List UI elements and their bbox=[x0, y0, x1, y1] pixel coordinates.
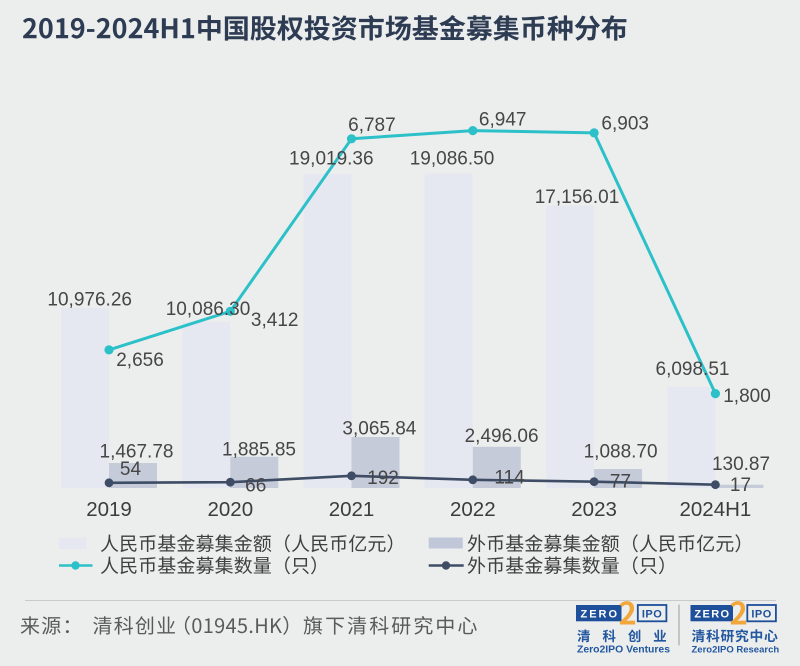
svg-text:114: 114 bbox=[494, 468, 525, 489]
svg-text:2024H1: 2024H1 bbox=[679, 498, 751, 521]
svg-text:ZERO: ZERO bbox=[694, 609, 730, 621]
svg-text:1,088.70: 1,088.70 bbox=[584, 441, 658, 462]
svg-text:192: 192 bbox=[367, 468, 399, 489]
svg-text:6,787: 6,787 bbox=[348, 115, 396, 136]
svg-text:2022: 2022 bbox=[450, 498, 496, 521]
svg-text:2019: 2019 bbox=[86, 498, 132, 521]
svg-text:IPO: IPO bbox=[751, 609, 771, 621]
svg-text:IPO: IPO bbox=[642, 609, 662, 621]
svg-text:2020: 2020 bbox=[207, 498, 253, 521]
svg-text:54: 54 bbox=[120, 459, 142, 480]
svg-text:10,086.30: 10,086.30 bbox=[166, 299, 251, 320]
svg-text:19,086.50: 19,086.50 bbox=[410, 149, 495, 170]
svg-text:130.87: 130.87 bbox=[712, 454, 770, 475]
svg-text:2,496.06: 2,496.06 bbox=[465, 426, 539, 447]
svg-text:3,412: 3,412 bbox=[251, 310, 299, 331]
svg-text:17: 17 bbox=[730, 475, 751, 496]
svg-text:1,885.85: 1,885.85 bbox=[222, 440, 296, 461]
svg-text:6,903: 6,903 bbox=[601, 114, 649, 135]
svg-text:2023: 2023 bbox=[571, 498, 617, 521]
svg-text:2,656: 2,656 bbox=[116, 350, 164, 371]
svg-text:10,976.26: 10,976.26 bbox=[47, 290, 132, 311]
svg-text:17,156.01: 17,156.01 bbox=[535, 187, 620, 208]
svg-text:77: 77 bbox=[610, 472, 631, 493]
svg-text:66: 66 bbox=[245, 475, 266, 496]
svg-text:3,065.84: 3,065.84 bbox=[342, 419, 416, 440]
svg-text:ZERO: ZERO bbox=[580, 609, 619, 621]
svg-text:Zero2IPO Research: Zero2IPO Research bbox=[692, 645, 780, 656]
svg-text:Zero2IPO Ventures: Zero2IPO Ventures bbox=[577, 645, 670, 656]
svg-text:1,467.78: 1,467.78 bbox=[100, 441, 174, 462]
svg-text:2021: 2021 bbox=[329, 498, 375, 521]
svg-text:1,800: 1,800 bbox=[723, 386, 771, 407]
svg-text:6,098.51: 6,098.51 bbox=[656, 359, 730, 380]
svg-text:6,947: 6,947 bbox=[479, 109, 527, 130]
svg-text:19,019.36: 19,019.36 bbox=[289, 149, 374, 170]
